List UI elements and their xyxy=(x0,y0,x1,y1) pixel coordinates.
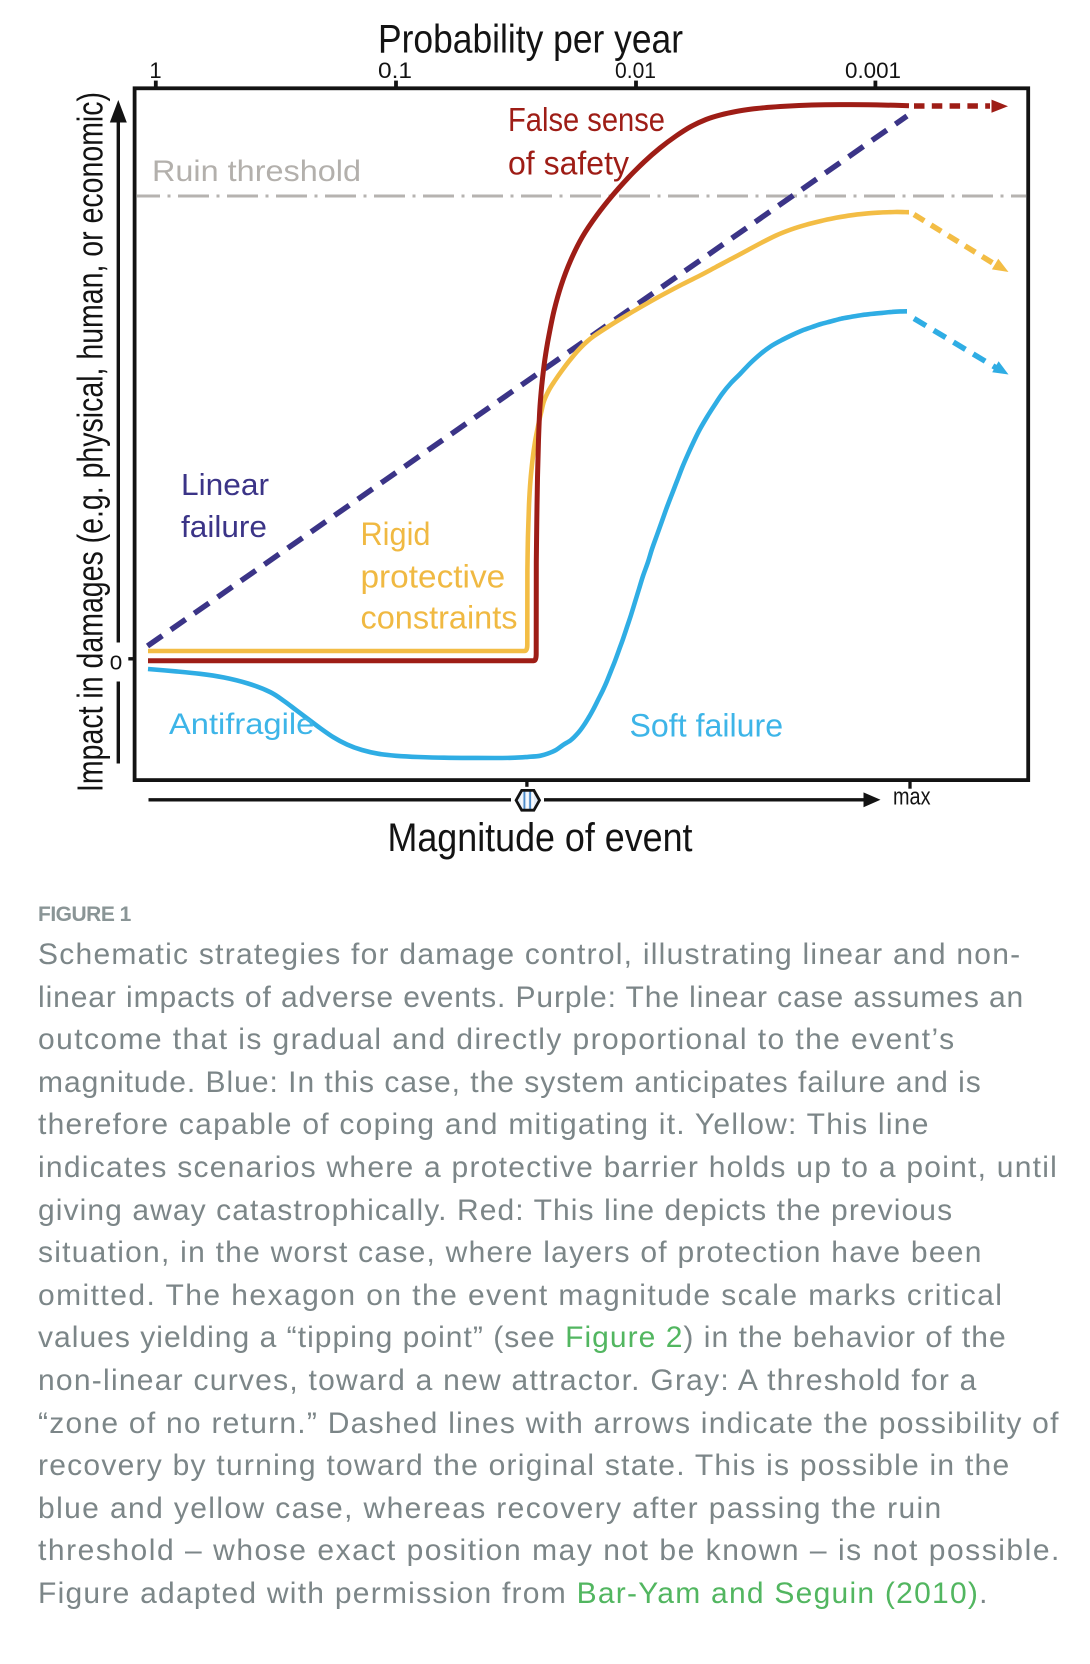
svg-text:max: max xyxy=(893,784,931,811)
svg-text:Rigid: Rigid xyxy=(361,516,431,552)
svg-text:Ruin threshold: Ruin threshold xyxy=(152,155,361,188)
svg-text:1: 1 xyxy=(149,58,161,83)
svg-text:False sense: False sense xyxy=(508,101,665,138)
svg-text:0: 0 xyxy=(110,653,123,675)
svg-text:Linear: Linear xyxy=(181,467,269,502)
svg-text:Probability per year: Probability per year xyxy=(378,18,683,62)
svg-text:0.1: 0.1 xyxy=(378,58,412,83)
svg-text:Magnitude of event: Magnitude of event xyxy=(388,816,693,860)
svg-text:Antifragile: Antifragile xyxy=(169,708,314,741)
svg-text:Soft failure: Soft failure xyxy=(630,708,784,744)
svg-text:Impact in damages (e.g. physic: Impact in damages (e.g. physical, human,… xyxy=(70,92,111,792)
svg-text:0.001: 0.001 xyxy=(845,58,901,83)
svg-text:0.01: 0.01 xyxy=(615,58,656,83)
svg-text:constraints: constraints xyxy=(361,600,518,636)
svg-text:of safety: of safety xyxy=(508,145,629,182)
svg-text:protective: protective xyxy=(361,559,506,595)
svg-text:failure: failure xyxy=(181,509,267,544)
